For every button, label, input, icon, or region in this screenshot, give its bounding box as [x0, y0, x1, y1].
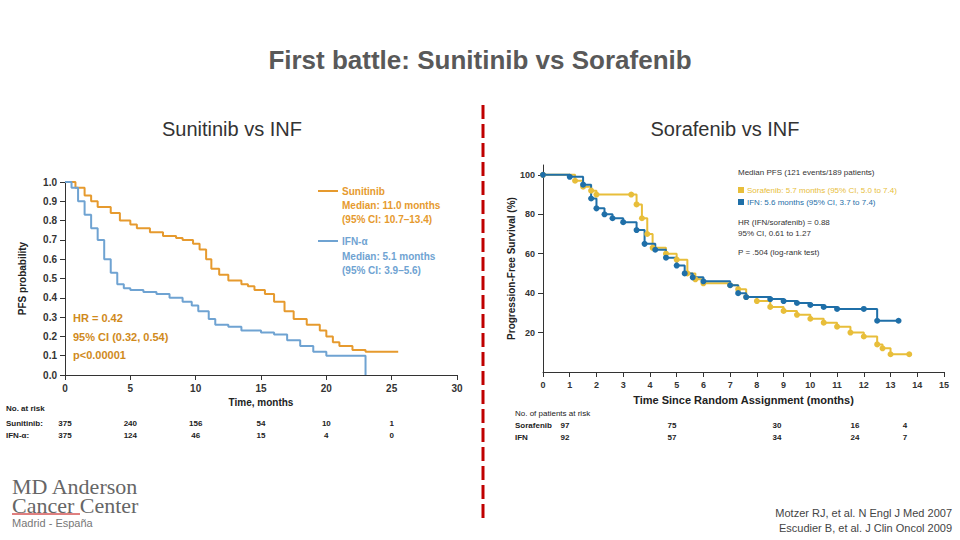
svg-text:14: 14: [912, 380, 922, 390]
svg-text:PFS probability: PFS probability: [17, 241, 28, 315]
svg-text:HR = 0.42: HR = 0.42: [73, 312, 123, 324]
svg-text:0: 0: [540, 380, 545, 390]
svg-text:HR (IFN/sorafenib) = 0.88: HR (IFN/sorafenib) = 0.88: [738, 218, 830, 227]
svg-text:Time Since Random Assignment (: Time Since Random Assignment (months): [633, 394, 854, 406]
svg-text:57: 57: [668, 433, 677, 442]
svg-text:Cancer Center: Cancer Center: [12, 493, 139, 518]
svg-text:156: 156: [189, 419, 203, 428]
svg-text:9: 9: [781, 380, 786, 390]
svg-text:4: 4: [903, 421, 908, 430]
svg-text:11: 11: [832, 380, 842, 390]
svg-text:1.0: 1.0: [43, 177, 57, 188]
svg-text:IFN: 5.6 months (95% CI, 3.7 t: IFN: 5.6 months (95% CI, 3.7 to 7.4): [747, 198, 876, 207]
svg-text:4: 4: [647, 380, 652, 390]
svg-text:95% CI (0.32, 0.54): 95% CI (0.32, 0.54): [73, 331, 169, 343]
svg-text:IFN-α:: IFN-α:: [6, 431, 29, 440]
svg-text:7: 7: [903, 433, 908, 442]
svg-text:54: 54: [257, 419, 266, 428]
svg-text:0.5: 0.5: [43, 273, 57, 284]
svg-text:p<0.00001: p<0.00001: [73, 349, 126, 361]
svg-text:0.6: 0.6: [43, 254, 57, 265]
svg-text:0.9: 0.9: [43, 196, 57, 207]
svg-text:0: 0: [389, 431, 394, 440]
svg-text:Sunitinib: Sunitinib: [342, 186, 385, 197]
svg-text:10: 10: [322, 419, 331, 428]
svg-text:12: 12: [859, 380, 869, 390]
svg-text:5: 5: [674, 380, 679, 390]
svg-text:92: 92: [561, 433, 570, 442]
svg-text:100: 100: [520, 170, 535, 180]
svg-text:Median: 5.1 months: Median: 5.1 months: [342, 251, 436, 262]
svg-text:30: 30: [773, 421, 782, 430]
svg-text:Progression-Free Survival (%): Progression-Free Survival (%): [506, 197, 517, 340]
svg-text:375: 375: [58, 419, 72, 428]
svg-text:46: 46: [191, 431, 200, 440]
svg-text:Time, months: Time, months: [229, 397, 294, 408]
svg-text:95% CI, 0.61 to 1.27: 95% CI, 0.61 to 1.27: [738, 229, 811, 238]
svg-text:8: 8: [754, 380, 759, 390]
svg-text:3: 3: [621, 380, 626, 390]
svg-text:0.1: 0.1: [43, 350, 57, 361]
svg-text:Sunitinib:: Sunitinib:: [6, 419, 43, 428]
svg-text:(95% CI: 10.7–13.4): (95% CI: 10.7–13.4): [342, 214, 432, 225]
svg-text:1: 1: [389, 419, 394, 428]
svg-text:Median: 11.0 months: Median: 11.0 months: [342, 200, 441, 211]
svg-text:0.7: 0.7: [43, 234, 57, 245]
svg-text:5: 5: [128, 383, 134, 394]
svg-text:6: 6: [701, 380, 706, 390]
svg-text:40: 40: [525, 288, 535, 298]
svg-text:4: 4: [324, 431, 329, 440]
svg-text:16: 16: [851, 421, 860, 430]
svg-text:MD Anderson: MD Anderson: [12, 473, 138, 499]
svg-text:0.4: 0.4: [43, 292, 57, 303]
svg-text:25: 25: [386, 383, 398, 394]
svg-text:Sorafenib vs INF: Sorafenib vs INF: [651, 118, 800, 140]
svg-text:(95% CI: 3.9–5.6): (95% CI: 3.9–5.6): [342, 265, 421, 276]
svg-text:0.3: 0.3: [43, 312, 57, 323]
svg-text:20: 20: [321, 383, 333, 394]
svg-text:Sorafenib: 5.7 months (95% CI,: Sorafenib: 5.7 months (95% CI, 5.0 to 7.…: [747, 186, 897, 195]
svg-text:24: 24: [851, 433, 860, 442]
svg-text:20: 20: [525, 328, 535, 338]
svg-text:13: 13: [886, 380, 896, 390]
svg-text:No. of patients at risk: No. of patients at risk: [515, 409, 591, 418]
svg-text:P = .504 (log-rank test): P = .504 (log-rank test): [738, 248, 820, 257]
svg-text:60: 60: [525, 249, 535, 259]
svg-text:IFN-α: IFN-α: [342, 236, 368, 247]
svg-text:34: 34: [773, 433, 782, 442]
svg-text:Median PFS (121 events/189 pat: Median PFS (121 events/189 patients): [738, 168, 875, 177]
svg-text:240: 240: [124, 419, 138, 428]
svg-text:80: 80: [525, 209, 535, 219]
svg-text:0.0: 0.0: [43, 370, 57, 381]
svg-text:375: 375: [58, 431, 72, 440]
svg-text:30: 30: [451, 383, 463, 394]
svg-text:10: 10: [190, 383, 202, 394]
svg-text:IFN: IFN: [515, 433, 528, 442]
svg-text:Escudier B, et al. J Clin Onco: Escudier B, et al. J Clin Oncol 2009: [779, 522, 952, 534]
svg-text:15: 15: [257, 431, 266, 440]
svg-text:0: 0: [62, 383, 68, 394]
svg-text:0.2: 0.2: [43, 331, 57, 342]
svg-text:15: 15: [255, 383, 267, 394]
svg-text:75: 75: [668, 421, 677, 430]
svg-text:124: 124: [124, 431, 138, 440]
svg-text:Sorafenib: Sorafenib: [515, 421, 552, 430]
svg-text:10: 10: [805, 380, 815, 390]
svg-text:2: 2: [594, 380, 599, 390]
svg-text:Sunitinib vs INF: Sunitinib vs INF: [162, 118, 302, 140]
svg-text:First battle: Sunitinib vs Sor: First battle: Sunitinib vs Sorafenib: [268, 45, 691, 75]
svg-text:97: 97: [561, 421, 570, 430]
svg-text:1: 1: [567, 380, 572, 390]
svg-text:0.8: 0.8: [43, 215, 57, 226]
svg-text:Madrid - España: Madrid - España: [12, 517, 94, 529]
svg-text:15: 15: [939, 380, 949, 390]
svg-text:No. at risk: No. at risk: [6, 404, 45, 413]
svg-text:Motzer RJ, et al. N Engl J Med: Motzer RJ, et al. N Engl J Med 2007: [775, 507, 952, 519]
svg-text:7: 7: [728, 380, 733, 390]
